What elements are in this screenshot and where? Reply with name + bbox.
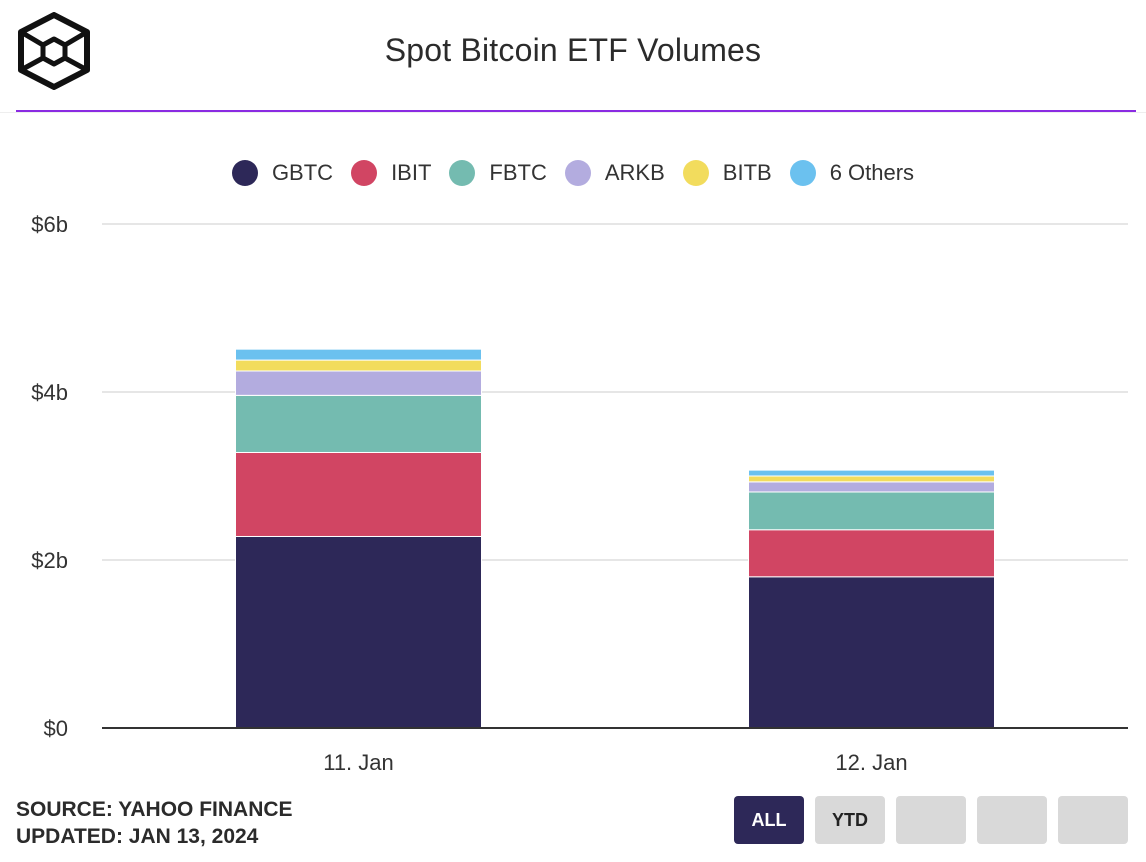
y-tick-label: $4b xyxy=(31,380,68,405)
legend-marker xyxy=(449,160,476,186)
bar-segment-arkb xyxy=(235,370,482,396)
y-tick-label: $2b xyxy=(31,548,68,573)
bar-segment-bitb xyxy=(235,359,482,372)
range-button-all[interactable]: ALL xyxy=(734,796,804,844)
range-button-empty[interactable] xyxy=(896,796,966,844)
x-tick-label: 12. Jan xyxy=(835,750,907,775)
legend-label: GBTC xyxy=(271,160,334,185)
header-divider-light xyxy=(0,112,1146,113)
source-text: SOURCE: YAHOO FINANCE xyxy=(16,798,293,821)
legend-label: ARKB xyxy=(604,160,665,185)
legend-marker xyxy=(564,160,591,186)
legend-item[interactable]: FBTC xyxy=(449,160,547,186)
chart-legend: GBTC IBIT FBTC ARKB BITB 6 Others xyxy=(0,158,1146,188)
legend-label: BITB xyxy=(722,160,772,185)
bar-segment-ibit xyxy=(748,529,995,578)
bar-segment-6-others xyxy=(235,348,482,361)
legend-item[interactable]: 6 Others xyxy=(789,160,915,186)
legend-marker xyxy=(789,160,816,186)
bar-segment-fbtc xyxy=(235,394,482,453)
legend-item[interactable]: GBTC xyxy=(231,160,334,186)
logo-icon xyxy=(18,12,90,90)
chart-header: Spot Bitcoin ETF Volumes xyxy=(0,0,1146,113)
bar-segment-gbtc xyxy=(748,576,995,729)
bar-segment-arkb xyxy=(748,481,995,493)
bar-chart: $0 $2b $4b $6b 11. Jan 12. Jan xyxy=(31,212,1128,775)
legend-item[interactable]: BITB xyxy=(682,160,772,186)
range-button-empty[interactable] xyxy=(1058,796,1128,844)
chart-footer: SOURCE: YAHOO FINANCE UPDATED: JAN 13, 2… xyxy=(16,796,293,850)
range-button-empty[interactable] xyxy=(977,796,1047,844)
range-button-ytd[interactable]: YTD xyxy=(815,796,885,844)
legend-item[interactable]: ARKB xyxy=(564,160,665,186)
y-tick-label: $6b xyxy=(31,212,68,237)
bar-segment-bitb xyxy=(748,475,995,483)
legend-item[interactable]: IBIT xyxy=(351,160,431,186)
updated-text: UPDATED: JAN 13, 2024 xyxy=(16,825,259,848)
y-tick-label: $0 xyxy=(44,716,68,741)
bar-segment-fbtc xyxy=(748,491,995,531)
header-divider xyxy=(16,110,1136,112)
bar-segment-6-others xyxy=(748,469,995,477)
chart-title: Spot Bitcoin ETF Volumes xyxy=(384,32,762,68)
legend-label: 6 Others xyxy=(829,160,915,185)
legend-label: FBTC xyxy=(489,160,547,185)
bar-segment-gbtc xyxy=(235,535,482,729)
legend-label: IBIT xyxy=(391,160,432,185)
range-buttons: ALL YTD xyxy=(734,796,1128,844)
legend-marker xyxy=(682,160,709,186)
x-tick-label: 11. Jan xyxy=(323,750,394,775)
bar-segment-ibit xyxy=(235,451,482,537)
legend-marker xyxy=(351,160,378,186)
legend-marker xyxy=(231,160,258,186)
